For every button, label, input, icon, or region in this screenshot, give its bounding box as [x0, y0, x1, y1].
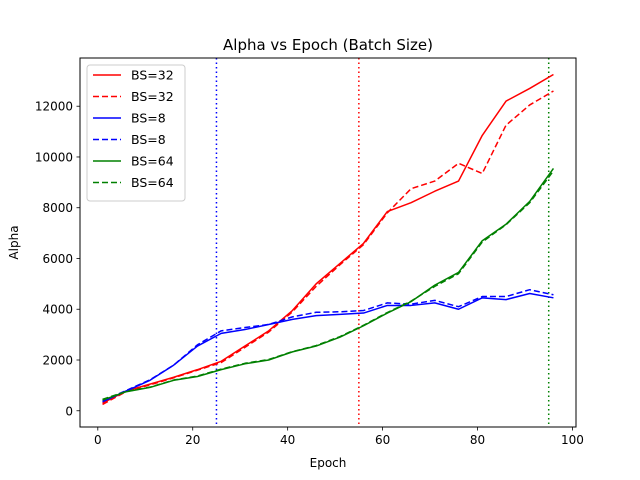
x-tick-label-0: 0 [94, 433, 102, 447]
y-tick-label-3: 6000 [42, 252, 73, 266]
series-line-5 [102, 170, 555, 401]
y-tick-label-0: 0 [65, 404, 73, 418]
legend-label-0: BS=32 [131, 68, 174, 83]
series-line-2 [102, 292, 554, 403]
x-axis-label: Epoch [310, 456, 347, 470]
x-tick-label-3: 60 [375, 433, 390, 447]
series-lines [102, 73, 555, 406]
reference-lines [215, 58, 550, 427]
series-line-3 [102, 288, 554, 402]
y-tick-label-6: 12000 [35, 100, 73, 114]
legend: BS=32 BS=32 BS=8 BS=8 BS=64 BS=64 [86, 64, 186, 202]
y-tick-label-2: 4000 [42, 303, 73, 317]
legend-label-1: BS=32 [131, 89, 174, 104]
legend-label-3: BS=8 [131, 132, 166, 147]
y-axis-ticks: 0 2000 4000 6000 8000 10000 12000 [35, 100, 80, 418]
legend-box [86, 64, 186, 202]
x-tick-label-2: 40 [280, 433, 295, 447]
legend-label-2: BS=8 [131, 111, 166, 126]
y-tick-label-1: 2000 [42, 354, 73, 368]
x-axis-ticks: 0 20 40 60 80 100 [94, 427, 584, 447]
chart-title: Alpha vs Epoch (Batch Size) [223, 36, 433, 54]
y-tick-label-4: 8000 [42, 201, 73, 215]
legend-label-4: BS=64 [131, 154, 174, 169]
x-tick-label-4: 80 [470, 433, 485, 447]
y-axis-label: Alpha [7, 225, 21, 259]
plot-frame [79, 57, 577, 428]
x-tick-label-5: 100 [561, 433, 584, 447]
y-tick-label-5: 10000 [35, 150, 73, 164]
x-tick-label-1: 20 [185, 433, 200, 447]
series-line-0 [102, 73, 554, 404]
series-line-4 [102, 167, 555, 401]
legend-label-5: BS=64 [131, 175, 174, 190]
series-line-1 [102, 90, 554, 406]
